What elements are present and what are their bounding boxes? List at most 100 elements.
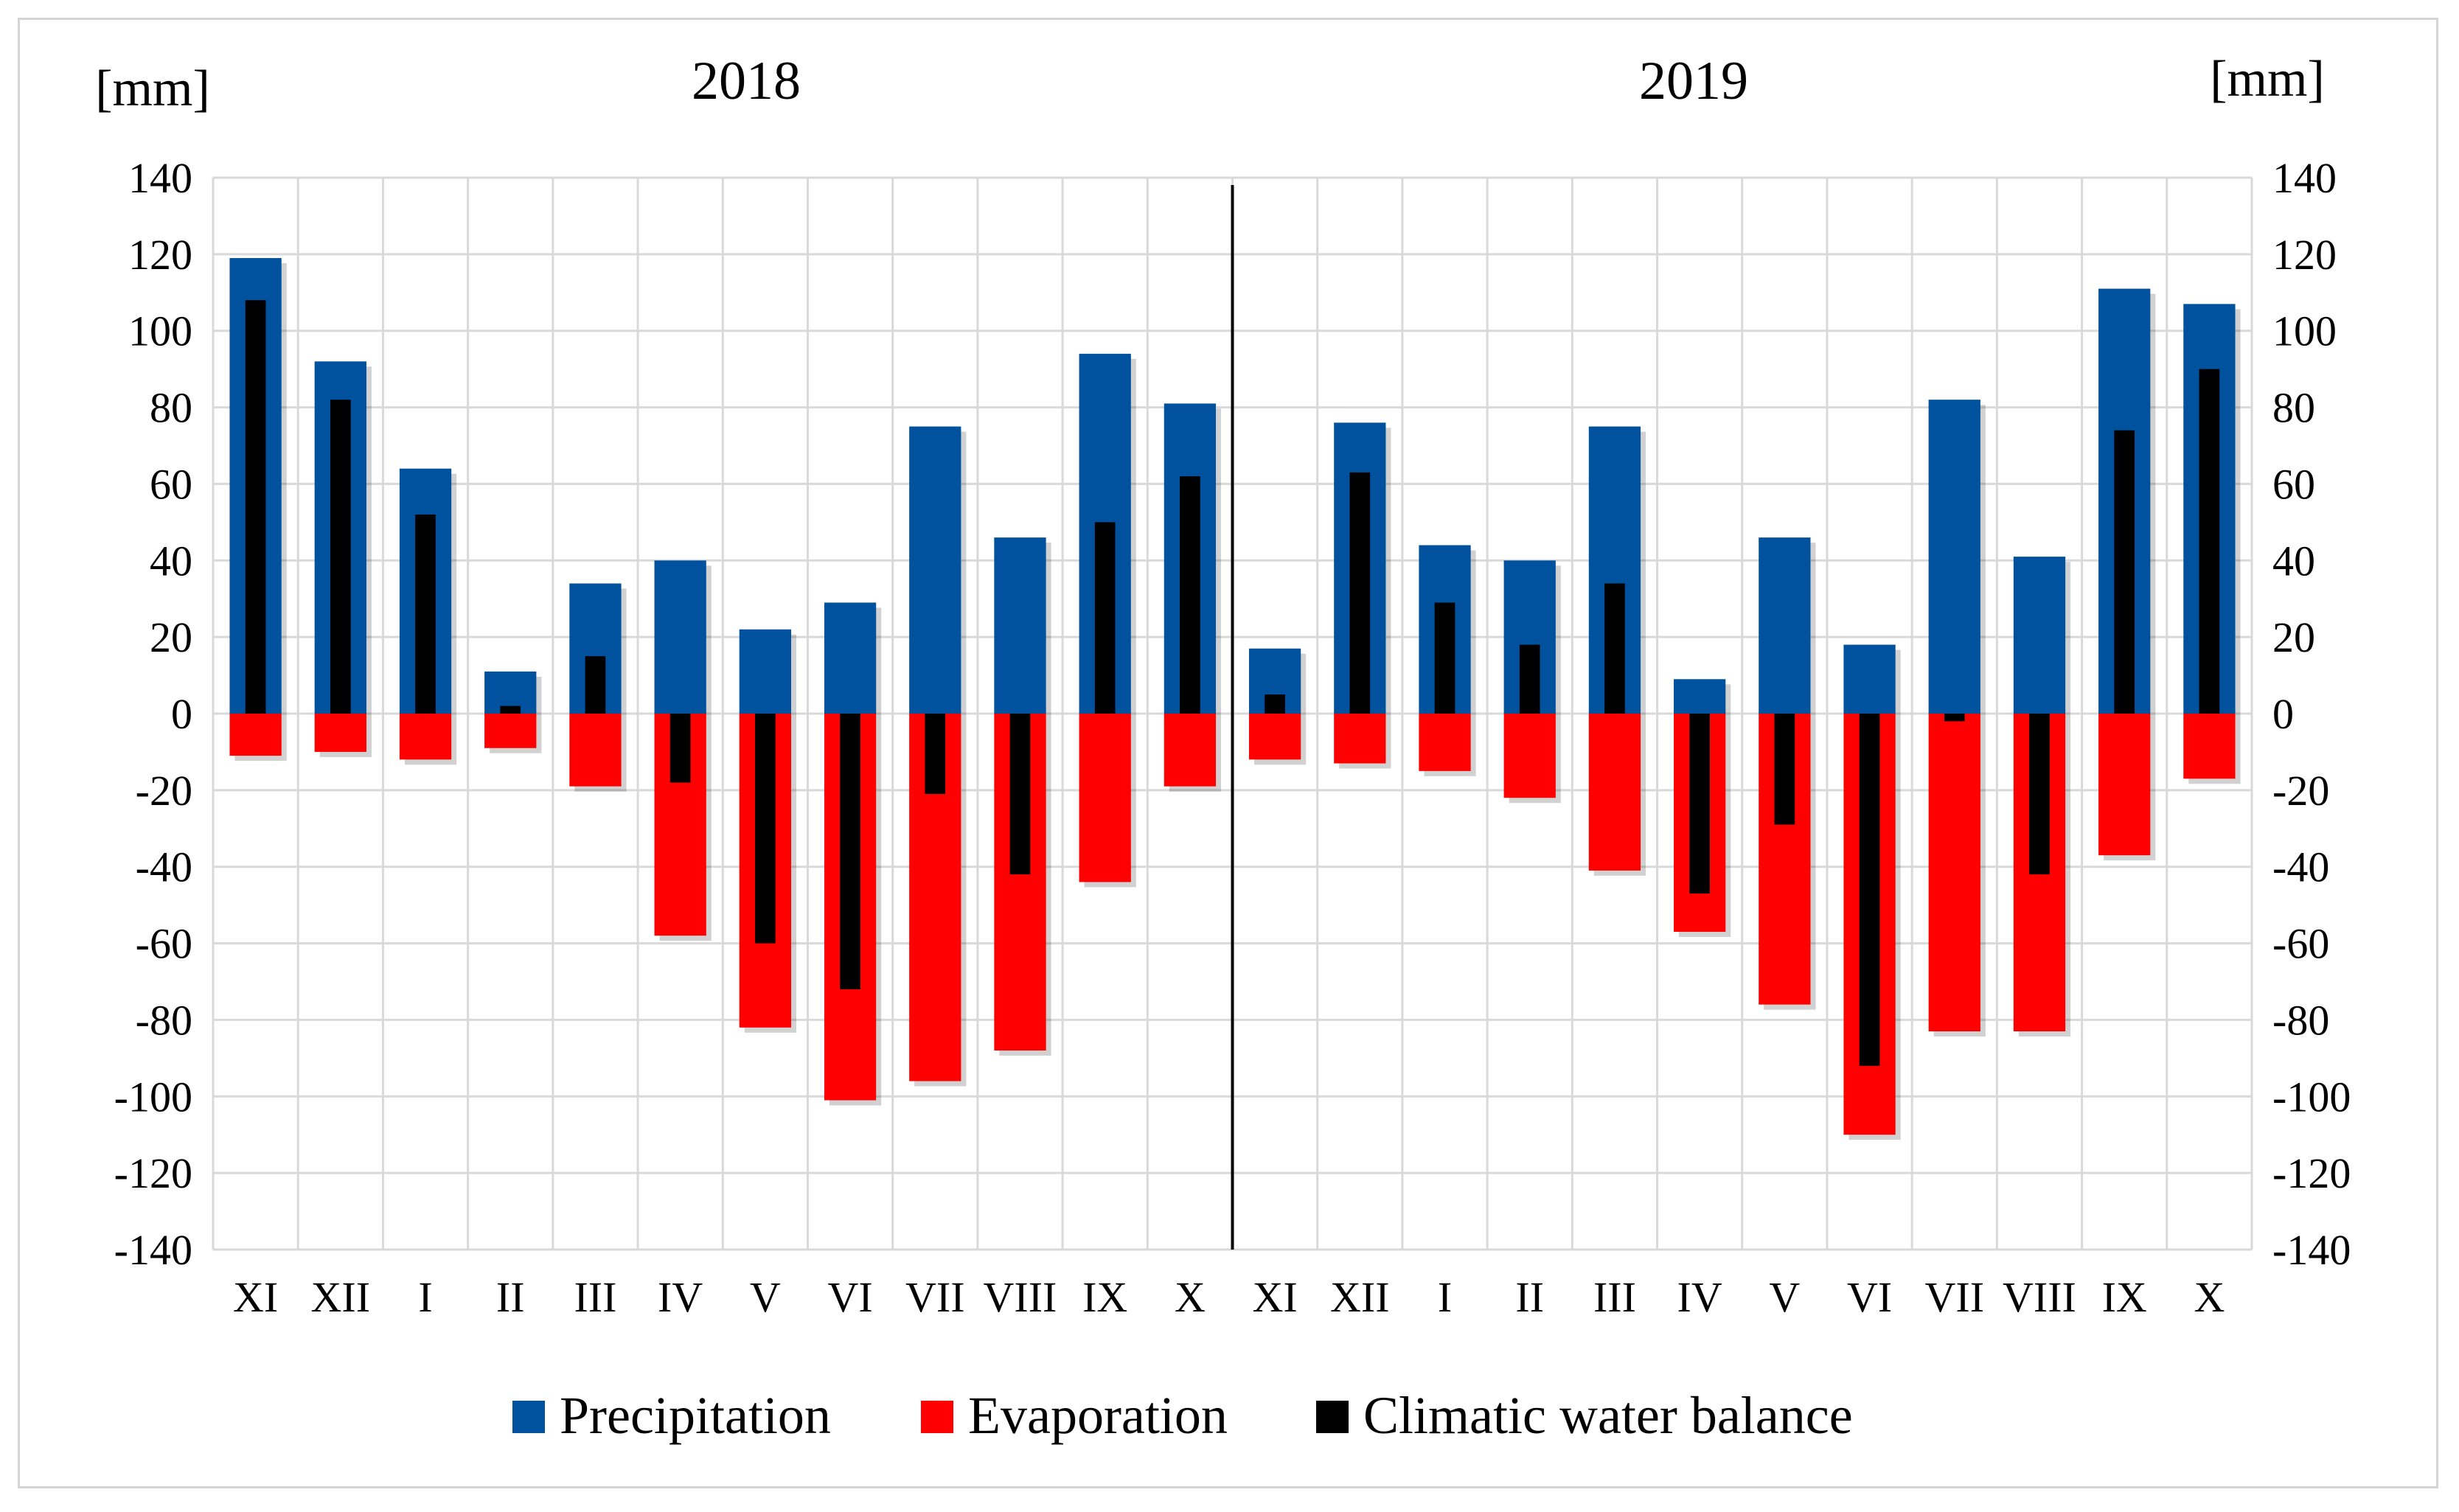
precipitation-bar <box>1674 679 1726 714</box>
evaporation-bar <box>2183 714 2236 779</box>
legend-label-climatic-water-balance: Climatic water balance <box>1363 1386 1853 1445</box>
climatic-water-balance-bar <box>1094 522 1116 714</box>
evaporation-bar <box>484 714 537 748</box>
legend-swatch-climatic-water-balance <box>1316 1401 1349 1433</box>
evaporation-bar <box>399 714 452 760</box>
x-tick-label: XII <box>1330 1273 1390 1321</box>
x-tick-label: IX <box>1082 1273 1127 1321</box>
climatic-water-balance-bar <box>755 714 776 944</box>
precipitation-bar <box>1843 644 1896 714</box>
x-tick-label: VIII <box>2003 1273 2076 1321</box>
x-tick-label: I <box>418 1273 432 1321</box>
x-axis-ticks: XI XII I II III IV V VI VII VIII IX X XI XII I II III IV V… <box>233 1273 2225 1321</box>
climatic-water-balance-bar <box>840 714 860 989</box>
x-tick-label: IV <box>1677 1273 1722 1321</box>
legend-label-evaporation: Evaporation <box>968 1386 1228 1445</box>
y-tick-label-right: 0 <box>2272 690 2294 738</box>
evaporation-bar <box>2098 714 2151 856</box>
climatic-water-balance-bar <box>1689 714 1710 894</box>
y-tick-label-left: 60 <box>150 460 192 508</box>
climatic-water-balance-bar <box>585 656 606 714</box>
y-tick-label-left: 140 <box>128 154 192 202</box>
evaporation-bar <box>1079 714 1131 882</box>
y-tick-label-right: -100 <box>2272 1073 2351 1121</box>
precipitation-bar <box>739 629 791 714</box>
x-tick-label: II <box>1515 1273 1544 1321</box>
x-tick-label: III <box>1593 1273 1636 1321</box>
evaporation-bar <box>314 714 366 752</box>
climatic-water-balance-bar <box>1519 644 1540 714</box>
climatic-water-balance-bar <box>1434 602 1455 714</box>
climatic-water-balance-bar <box>1774 714 1795 825</box>
climatic-water-balance-bar <box>1944 714 1965 722</box>
y-tick-label-left: -20 <box>136 767 192 815</box>
evaporation-bars <box>229 714 2241 1140</box>
year-label-2018: 2018 <box>692 51 801 111</box>
x-tick-label: VI <box>827 1273 872 1321</box>
evaporation-bar <box>1164 714 1217 787</box>
legend-swatch-evaporation <box>921 1401 953 1433</box>
precipitation-bar <box>994 537 1046 714</box>
precipitation-bar <box>1759 537 1811 714</box>
climatic-water-balance-bar <box>1349 472 1371 714</box>
evaporation-bar <box>1503 714 1556 798</box>
y-tick-label-right: 120 <box>2272 231 2337 279</box>
x-tick-label: X <box>1175 1273 1206 1321</box>
y-tick-label-left: -60 <box>136 920 192 968</box>
evaporation-bar <box>229 714 282 756</box>
y-tick-label-right: -120 <box>2272 1149 2351 1197</box>
climatic-water-balance-bar <box>925 714 946 795</box>
y-tick-label-right: 60 <box>2272 460 2315 508</box>
evaporation-bar <box>1248 714 1301 760</box>
water-balance-chart: 140 120 100 80 60 40 20 0 -20 -40 -60 -80 -100 -120 -1… <box>95 51 2351 1445</box>
climatic-water-balance-bar <box>1180 476 1200 714</box>
climatic-water-balance-bar <box>1859 714 1880 1066</box>
precipitation-bar <box>654 560 706 714</box>
climatic-water-balance-bars <box>245 300 2220 1066</box>
x-tick-label: IX <box>2102 1273 2147 1321</box>
climatic-water-balance-bar <box>245 300 266 714</box>
y-tick-label-right: -80 <box>2272 996 2329 1044</box>
y-tick-label-left: 0 <box>171 690 192 738</box>
climatic-water-balance-bar <box>500 706 521 714</box>
climatic-water-balance-bar <box>330 400 351 714</box>
y-tick-label-right: -20 <box>2272 767 2329 815</box>
y-tick-label-right: -60 <box>2272 920 2329 968</box>
evaporation-bar <box>1334 714 1386 764</box>
climatic-water-balance-bar <box>415 514 436 714</box>
x-tick-label: III <box>574 1273 616 1321</box>
x-tick-label: V <box>1769 1273 1800 1321</box>
y-tick-label-right: 20 <box>2272 613 2315 661</box>
y-tick-label-right: -140 <box>2272 1226 2351 1274</box>
x-tick-label: I <box>1438 1273 1452 1321</box>
climatic-water-balance-bar <box>2114 430 2135 714</box>
precipitation-bar <box>909 426 961 714</box>
y-tick-label-left: -40 <box>136 843 192 891</box>
y-tick-label-left: -140 <box>114 1226 192 1274</box>
climatic-water-balance-bar <box>1604 583 1625 714</box>
y-tick-label-right: 140 <box>2272 154 2337 202</box>
climatic-water-balance-bar <box>1009 714 1031 875</box>
precipitation-bar <box>2013 557 2066 714</box>
climatic-water-balance-bar <box>1265 694 1285 714</box>
y-axis-left-label: [mm] <box>95 60 210 117</box>
x-tick-label: V <box>750 1273 781 1321</box>
x-tick-label: II <box>496 1273 525 1321</box>
precipitation-bar <box>1928 400 1980 714</box>
climatic-water-balance-bar <box>2029 714 2050 875</box>
chart-frame: 140 120 100 80 60 40 20 0 -20 -40 -60 -80 -100 -120 -1… <box>18 18 2438 1488</box>
legend-swatch-precipitation <box>512 1401 545 1433</box>
precipitation-bars <box>229 258 2241 720</box>
y-tick-label-right: 80 <box>2272 384 2315 432</box>
y-tick-label-right: 100 <box>2272 307 2337 355</box>
x-tick-label: VII <box>905 1273 965 1321</box>
y-tick-label-left: 100 <box>128 307 192 355</box>
y-tick-label-left: 20 <box>150 613 192 661</box>
x-tick-label: XI <box>1253 1273 1298 1321</box>
y-tick-label-right: 40 <box>2272 537 2315 585</box>
y-tick-label-left: -80 <box>136 996 192 1044</box>
evaporation-bar <box>1588 714 1641 871</box>
x-tick-label: VIII <box>984 1273 1057 1321</box>
x-tick-label: VI <box>1847 1273 1892 1321</box>
y-tick-label-left: 40 <box>150 537 192 585</box>
